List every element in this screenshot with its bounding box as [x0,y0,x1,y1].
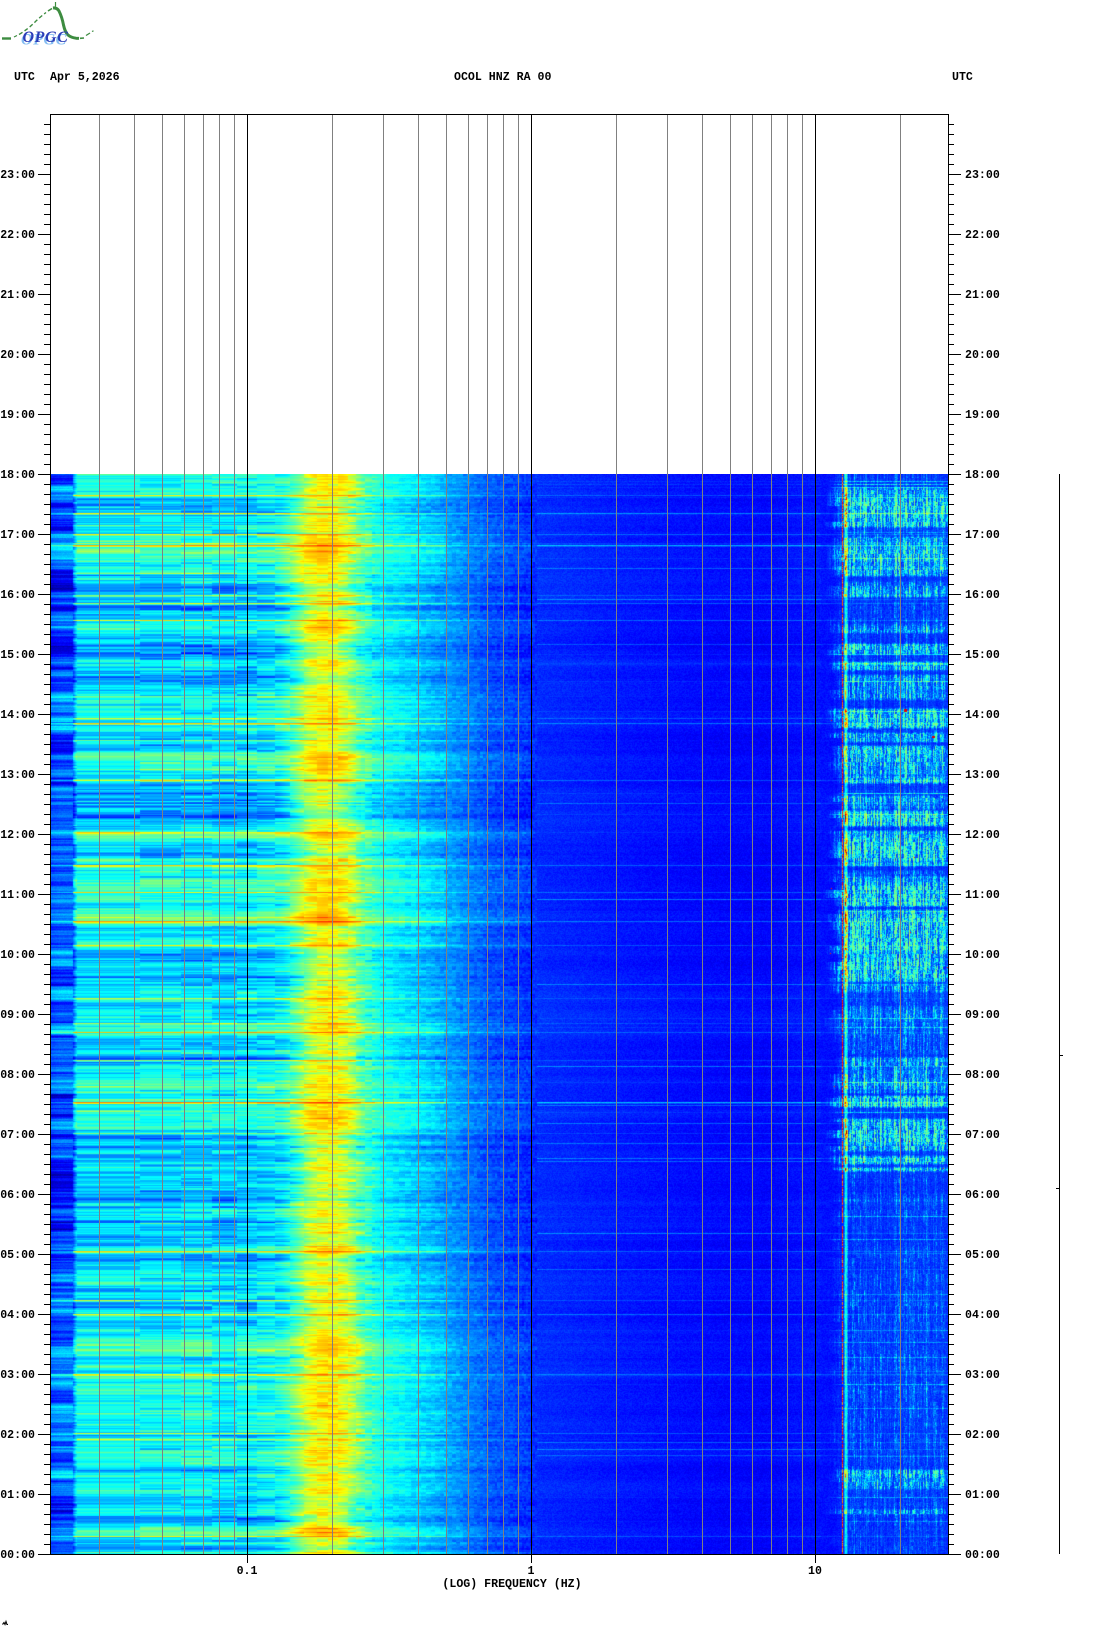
svg-text:Apr 5,2026: Apr 5,2026 [50,71,120,84]
svg-text:08:00: 08:00 [0,1069,35,1082]
svg-text:01:00: 01:00 [0,1489,35,1502]
svg-text:1: 1 [528,1565,535,1578]
svg-text:14:00: 14:00 [0,709,35,722]
svg-text:23:00: 23:00 [0,169,35,182]
svg-text:10: 10 [808,1565,822,1578]
svg-text:15:00: 15:00 [965,649,1000,662]
svg-text:07:00: 07:00 [965,1129,1000,1142]
svg-text:OPGC: OPGC [23,29,69,46]
svg-text:03:00: 03:00 [0,1369,35,1382]
svg-text:10:00: 10:00 [965,949,1000,962]
svg-text:19:00: 19:00 [0,409,35,422]
svg-text:00:00: 00:00 [0,1549,35,1562]
svg-text:22:00: 22:00 [0,229,35,242]
svg-text:17:00: 17:00 [0,529,35,542]
svg-text:(LOG) FREQUENCY (HZ): (LOG) FREQUENCY (HZ) [442,1578,581,1591]
svg-text:OPGC: OPGC [21,32,67,49]
svg-text:OCOL HNZ RA 00: OCOL HNZ RA 00 [454,71,551,84]
svg-text:17:00: 17:00 [965,529,1000,542]
svg-text:12:00: 12:00 [965,829,1000,842]
svg-text:02:00: 02:00 [0,1429,35,1442]
svg-text:21:00: 21:00 [965,289,1000,302]
svg-text:19:00: 19:00 [965,409,1000,422]
svg-text:06:00: 06:00 [965,1189,1000,1202]
svg-text:10:00: 10:00 [0,949,35,962]
svg-text:04:00: 04:00 [0,1309,35,1322]
svg-text:15:00: 15:00 [0,649,35,662]
svg-text:23:00: 23:00 [965,169,1000,182]
svg-text:20:00: 20:00 [0,349,35,362]
svg-text:02:00: 02:00 [965,1429,1000,1442]
svg-text:14:00: 14:00 [965,709,1000,722]
svg-text:03:00: 03:00 [965,1369,1000,1382]
svg-text:16:00: 16:00 [965,589,1000,602]
svg-text:18:00: 18:00 [965,469,1000,482]
svg-text:11:00: 11:00 [965,889,1000,902]
svg-text:07:00: 07:00 [0,1129,35,1142]
svg-text:UTC: UTC [14,71,35,84]
svg-text:01:00: 01:00 [965,1489,1000,1502]
svg-text:13:00: 13:00 [965,769,1000,782]
svg-text:08:00: 08:00 [965,1069,1000,1082]
svg-text:UTC: UTC [952,71,973,84]
svg-text:09:00: 09:00 [965,1009,1000,1022]
svg-text:12:00: 12:00 [0,829,35,842]
svg-text:00:00: 00:00 [965,1549,1000,1562]
svg-text:22:00: 22:00 [965,229,1000,242]
svg-text:21:00: 21:00 [0,289,35,302]
svg-text:20:00: 20:00 [965,349,1000,362]
svg-text:05:00: 05:00 [0,1249,35,1262]
svg-text:06:00: 06:00 [0,1189,35,1202]
svg-text:11:00: 11:00 [0,889,35,902]
svg-text:04:00: 04:00 [965,1309,1000,1322]
svg-text:18:00: 18:00 [0,469,35,482]
svg-text:0.1: 0.1 [237,1565,258,1578]
svg-text:05:00: 05:00 [965,1249,1000,1262]
svg-text:09:00: 09:00 [0,1009,35,1022]
svg-text:13:00: 13:00 [0,769,35,782]
svg-text:16:00: 16:00 [0,589,35,602]
